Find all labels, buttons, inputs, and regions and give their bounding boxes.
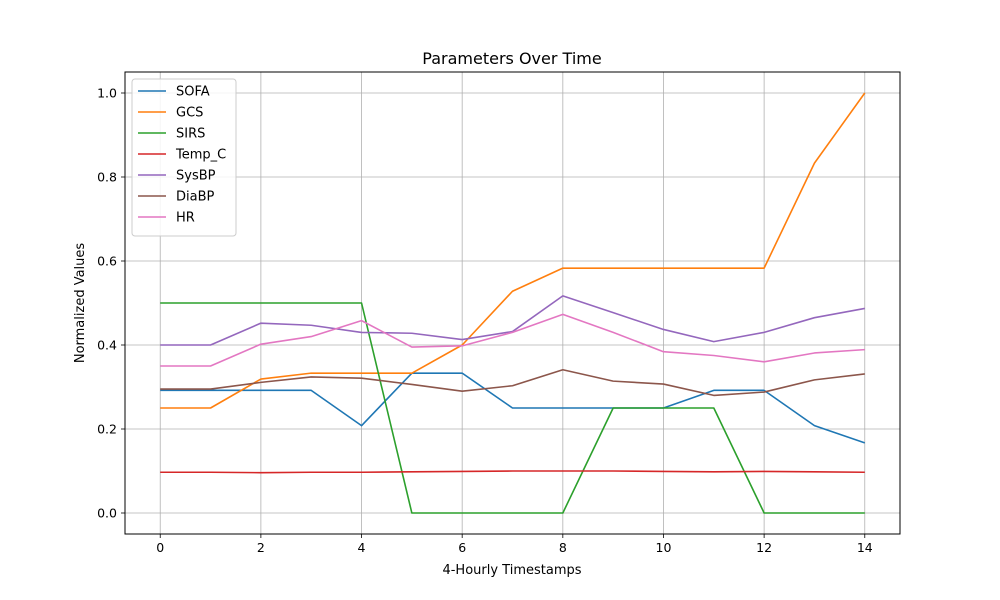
x-tick-label: 10	[656, 540, 672, 555]
x-tick-label: 6	[458, 540, 466, 555]
y-tick-label: 0.4	[97, 338, 117, 353]
legend: SOFA GCS SIRS Temp_C SysBP DiaBP HR	[131, 78, 237, 237]
x-tick-label: 4	[358, 540, 366, 555]
legend-label-gcs: GCS	[176, 106, 203, 121]
x-axis-label: 4-Hourly Timestamps	[442, 563, 581, 578]
series-line-sofa	[160, 372, 866, 444]
axis-ticks: 0 2 4 6 8 10 12 14 0.0 0.2 0.4 0.6 0.8 1.0	[97, 86, 873, 556]
series-line-gcs	[160, 92, 866, 409]
legend-label-diabp: DiaBP	[176, 190, 215, 205]
legend-label-sofa: SOFA	[176, 85, 210, 100]
x-tick-label: 12	[756, 540, 772, 555]
y-tick-label: 0.6	[97, 254, 117, 269]
series-line-diabp	[160, 368, 865, 397]
legend-label-hr: HR	[176, 211, 195, 226]
series-line-temp-c	[160, 470, 865, 474]
x-tick-label: 0	[156, 540, 164, 555]
plot-frame	[124, 71, 901, 535]
x-tick-label: 2	[257, 540, 265, 555]
series-line-sirs	[160, 302, 865, 514]
series-lines	[160, 92, 866, 514]
x-tick-label: 8	[559, 540, 567, 555]
y-tick-label: 1.0	[97, 86, 117, 101]
y-tick-label: 0.0	[97, 506, 117, 521]
series-line-hr	[160, 313, 865, 367]
legend-label-sysbp: SysBP	[176, 169, 216, 184]
y-axis-label: Normalized Values	[73, 243, 88, 364]
legend-label-temp-c: Temp_C	[175, 148, 226, 163]
y-tick-label: 0.8	[97, 170, 117, 185]
chart-title: Parameters Over Time	[422, 49, 601, 68]
legend-label-sirs: SIRS	[176, 127, 205, 142]
y-tick-label: 0.2	[97, 422, 117, 437]
x-tick-label: 14	[857, 540, 873, 555]
